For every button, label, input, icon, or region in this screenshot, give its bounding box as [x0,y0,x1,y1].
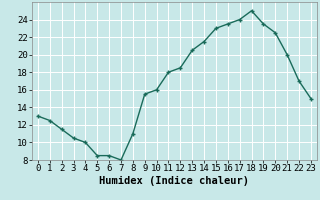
X-axis label: Humidex (Indice chaleur): Humidex (Indice chaleur) [100,176,249,186]
